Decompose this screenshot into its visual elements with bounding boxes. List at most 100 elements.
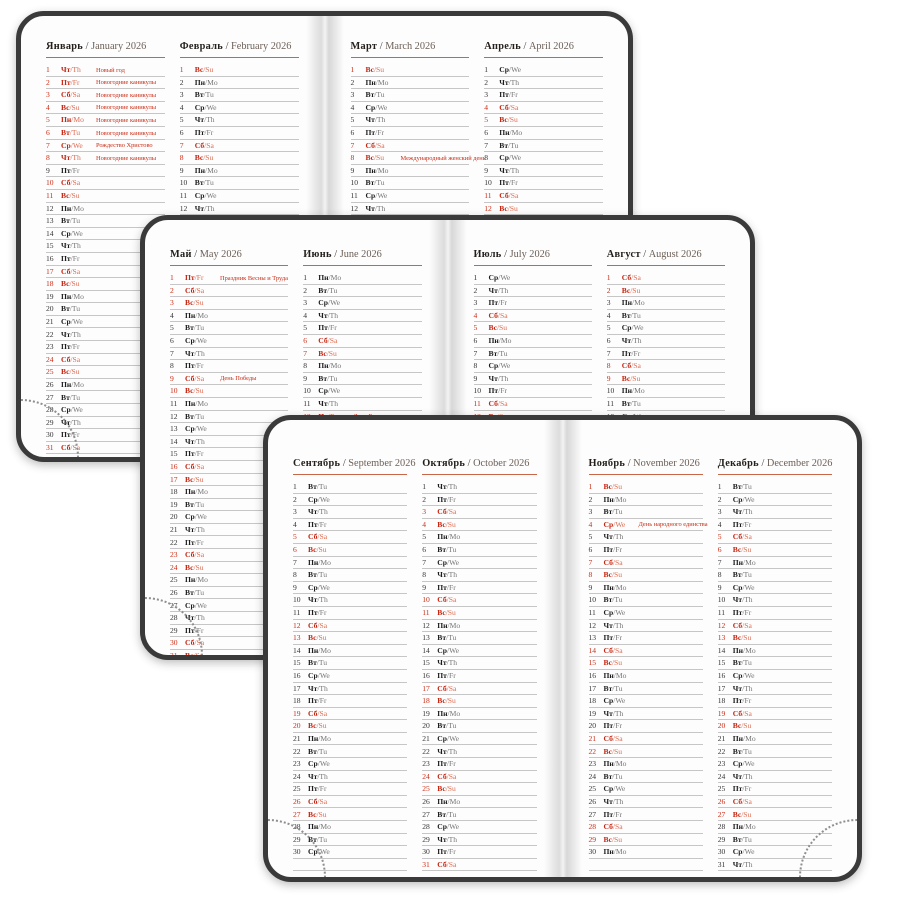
day-number: 3: [303, 298, 308, 308]
day-row: 2 Пт/Fr Новогодние каникулы: [46, 77, 165, 90]
day-row: 19 Сб/Sa: [717, 708, 832, 721]
day-weekday: Ср/We: [732, 582, 755, 592]
day-row: 2 Пн/Mo: [350, 77, 470, 90]
day-number: 8: [473, 361, 478, 371]
day-weekday: Вс/Su: [437, 696, 456, 706]
day-weekday: Сб/Sa: [308, 620, 328, 630]
month-name-ru: Июнь: [303, 249, 332, 260]
day-number: 24: [422, 771, 430, 781]
day-number: 6: [293, 545, 297, 555]
day-number: 9: [170, 373, 174, 383]
day-row: 10 Ср/We: [303, 385, 422, 398]
day-weekday: Сб/Sa: [603, 733, 623, 743]
day-number: 18: [422, 696, 430, 706]
day-number: 14: [588, 645, 597, 655]
day-row: 4 Чт/Th: [303, 310, 422, 323]
day-row: 10 Пт/Fr: [473, 385, 592, 398]
day-weekday: Чт/Th: [437, 570, 458, 580]
day-number: 24: [293, 771, 301, 781]
day-row: 8 Вт/Tu: [293, 569, 408, 582]
month-name-separator: /: [501, 249, 510, 260]
day-number: 8: [484, 153, 489, 163]
day-row: 24 Сб/Sa: [422, 771, 537, 784]
day-number: 6: [179, 128, 184, 138]
day-weekday: Ср/We: [732, 847, 755, 857]
day-weekday: Вт/Tu: [318, 373, 338, 383]
day-weekday: Пт/Fr: [308, 519, 327, 529]
day-weekday: Сб/Sa: [308, 708, 328, 718]
day-weekday: Ср/We: [732, 671, 755, 680]
day-weekday: Пт/Fr: [732, 784, 752, 794]
day-row: 7 Ср/We Рождество Христово: [46, 140, 165, 153]
day-row: 13 Вт/Tu: [46, 215, 165, 228]
day-row: 15 Чт/Th: [46, 240, 165, 253]
day-number: 26: [46, 379, 54, 389]
day-weekday: Ср/We: [437, 557, 460, 567]
day-row: 7 Вт/Tu: [484, 140, 603, 153]
month-name-en: February 2026: [231, 41, 292, 52]
day-number: 7: [717, 557, 722, 567]
day-weekday: Чт/Th: [603, 532, 624, 542]
day-weekday: Пн/Mo: [732, 733, 756, 743]
day-number: 25: [588, 784, 597, 794]
day-number: 5: [717, 532, 722, 542]
day-weekday: Ср/We: [437, 733, 460, 743]
day-weekday: Вс/Su: [488, 323, 508, 333]
day-number: 25: [422, 784, 430, 794]
day-weekday: Вт/Tu: [365, 178, 385, 188]
day-number: 10: [350, 178, 359, 188]
day-row: 11 Чт/Th: [303, 398, 422, 411]
day-weekday: Сб/Sa: [61, 90, 81, 100]
day-number: 16: [717, 671, 726, 680]
day-number: 21: [170, 524, 178, 534]
day-weekday: Вт/Tu: [308, 658, 328, 668]
day-weekday: Пн/Mo: [603, 759, 627, 769]
month-header: Октябрь / October 2026: [422, 458, 537, 475]
day-weekday: Пт/Fr: [499, 90, 518, 100]
day-row: 11 Сб/Sa: [473, 398, 592, 411]
day-row: 28 Сб/Sa: [588, 821, 703, 834]
day-row: 1 Ср/We: [484, 64, 603, 77]
day-row: 3 Ср/We: [303, 297, 422, 310]
day-row: 12 Чт/Th: [179, 203, 299, 216]
day-weekday: Пн/Mo: [621, 386, 645, 396]
day-row: 1 Вс/Su: [350, 64, 470, 77]
day-weekday: Сб/Sa: [185, 285, 205, 295]
day-row: 29 Чт/Th: [422, 834, 537, 847]
day-row: 12 Пн/Mo: [422, 620, 537, 633]
day-weekday: Пт/Fr: [732, 608, 752, 618]
month-name-ru: Март: [350, 41, 378, 52]
day-number: 29: [422, 834, 430, 844]
day-weekday: Ср/We: [61, 228, 83, 238]
day-weekday: Пн/Mo: [732, 822, 756, 832]
day-number: 5: [170, 323, 174, 333]
day-weekday: Вт/Tu: [185, 587, 205, 597]
day-number: 3: [717, 507, 722, 517]
day-number: 29: [588, 834, 597, 844]
day-number: 17: [170, 474, 178, 484]
day-row: 3 Пн/Mo: [606, 297, 725, 310]
day-number: 10: [606, 386, 615, 396]
day-row: 2 Вт/Tu: [303, 285, 422, 298]
day-number: 19: [293, 708, 301, 718]
day-number: 2: [46, 77, 50, 87]
month-header: Февраль / February 2026: [179, 41, 299, 58]
day-number: 6: [717, 545, 722, 555]
day-row: 6 Вт/Tu Новогодние каникулы: [46, 127, 165, 140]
day-row: 24 Чт/Th: [293, 771, 408, 784]
day-row: 5 Сб/Sa: [293, 531, 408, 544]
holiday-label: Праздник Весны и Труда: [220, 274, 288, 282]
day-row: 5 Вт/Tu: [170, 322, 289, 335]
day-weekday: Пн/Mo: [185, 575, 208, 585]
day-number: 27: [588, 809, 597, 819]
day-row: 8 Ср/We: [473, 360, 592, 373]
day-weekday: Пн/Mo: [318, 273, 342, 283]
day-number: 10: [473, 386, 482, 396]
day-row: 22 Вс/Su: [588, 745, 703, 759]
day-row: 12 Сб/Sa: [293, 620, 408, 633]
day-number: 26: [588, 796, 597, 806]
day-weekday: Чт/Th: [603, 620, 624, 630]
day-number: 30: [422, 847, 430, 857]
day-row: 22 Вт/Tu: [293, 745, 408, 759]
day-number: 1: [179, 65, 184, 75]
